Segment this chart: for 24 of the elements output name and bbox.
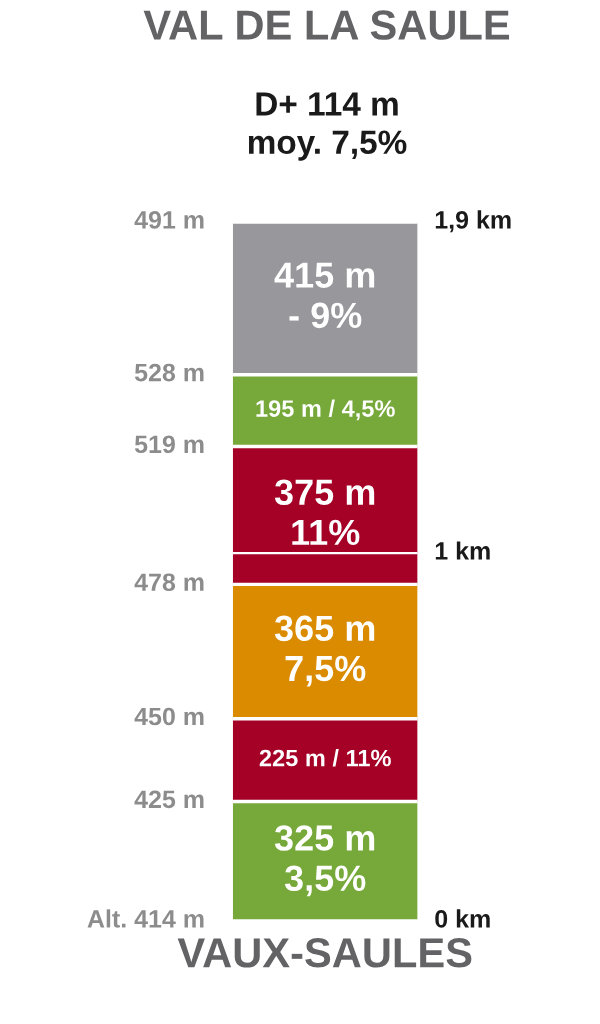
ref-line-label: 528 m xyxy=(134,363,204,382)
chart-subtitle: D+ 114 m moy. 7,5% xyxy=(248,92,407,161)
bar xyxy=(232,584,418,719)
data-label: 365 m 7,5% xyxy=(274,615,375,687)
data-label: 225 m / 11% xyxy=(259,749,391,767)
data-label: 325 m 3,5% xyxy=(274,825,375,897)
ref-line-label: 0 km xyxy=(435,909,490,928)
bar xyxy=(232,718,418,802)
ref-line-label: 491 m xyxy=(134,211,204,229)
ref-line-label: Alt. 414 m xyxy=(87,909,204,928)
ref-line-label: 519 m xyxy=(134,435,204,454)
bar xyxy=(232,801,418,921)
bar xyxy=(232,222,418,375)
data-label: 195 m / 4,5% xyxy=(256,399,395,421)
ref-line-label: 425 m xyxy=(134,790,204,809)
ref-line-label: 1,9 km xyxy=(435,210,511,233)
data-label: 415 m - 9% xyxy=(274,262,375,329)
bar xyxy=(232,446,418,585)
x-axis-title: VAUX-SAULES xyxy=(177,938,472,968)
ref-line-label: 1 km xyxy=(435,541,490,560)
data-label: 375 m 11% xyxy=(274,479,375,546)
ref-line-label: 478 m xyxy=(134,573,204,592)
chart-title: VAL DE LA SAULE xyxy=(143,10,510,40)
ref-line-label: 450 m xyxy=(134,707,204,726)
